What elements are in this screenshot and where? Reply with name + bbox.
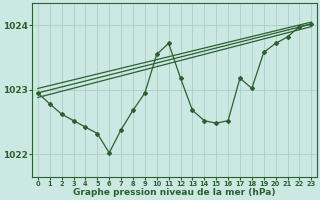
X-axis label: Graphe pression niveau de la mer (hPa): Graphe pression niveau de la mer (hPa) <box>73 188 276 197</box>
